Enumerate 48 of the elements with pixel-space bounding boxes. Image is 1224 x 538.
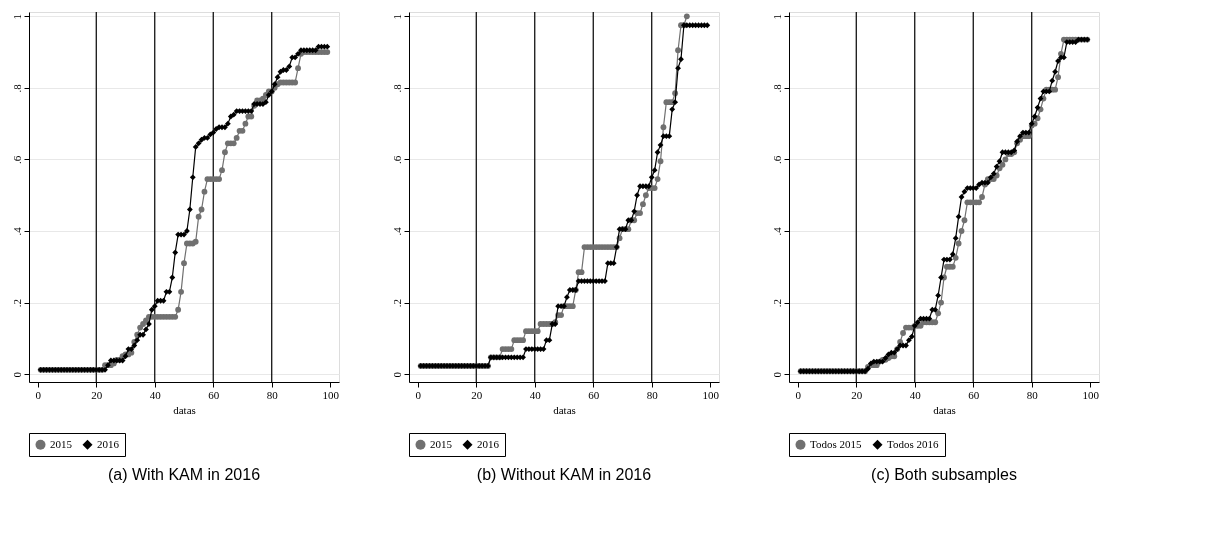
x-tick-label: 0 [35, 388, 42, 401]
x-tick-label: 100 [1082, 388, 1100, 401]
y-tick-label: .2 [390, 298, 403, 308]
x-tick-label: 60 [588, 388, 600, 401]
y-tick-label: .4 [10, 226, 23, 236]
legend-label: Todos 2015 [810, 437, 862, 450]
y-tick-label: .4 [390, 226, 403, 236]
text: (c) Both subsamples [871, 465, 1017, 483]
y-tick-label: .4 [770, 226, 783, 236]
y-tick-label: 1 [770, 14, 783, 20]
legend-label: 2015 [50, 437, 73, 450]
legend-label: Todos 2016 [887, 437, 939, 450]
x-tick-label: 100 [702, 388, 720, 401]
x-tick-label: 80 [646, 388, 659, 401]
x-tick-label: 0 [795, 388, 802, 401]
x-tick-label: 20 [851, 388, 863, 401]
legend-label: 2016 [97, 437, 120, 450]
x-axis-title: datas [933, 403, 956, 416]
y-tick-label: 0 [770, 371, 783, 378]
x-tick-label: 40 [149, 388, 162, 401]
x-tick-label: 60 [968, 388, 980, 401]
y-tick-label: 1 [390, 14, 403, 20]
x-tick-label: 40 [529, 388, 542, 401]
x-axis-title: datas [173, 403, 196, 416]
x-tick-label: 100 [322, 388, 340, 401]
x-tick-label: 20 [91, 388, 103, 401]
y-tick-label: .8 [770, 83, 783, 93]
y-tick-label: 0 [10, 371, 23, 378]
x-tick-label: 40 [909, 388, 922, 401]
y-tick-label: .2 [770, 298, 783, 308]
x-tick-label: 80 [1026, 388, 1039, 401]
x-tick-label: 80 [266, 388, 279, 401]
y-tick-label: .6 [10, 155, 23, 165]
y-tick-label: .6 [770, 155, 783, 165]
y-tick-label: .8 [10, 83, 23, 93]
text: (b) Without KAM in 2016 [476, 465, 652, 483]
legend-label: 2015 [430, 437, 453, 450]
legend-label: 2016 [477, 437, 500, 450]
x-tick-label: 60 [208, 388, 220, 401]
text: (a) With KAM in 2016 [107, 465, 261, 483]
y-tick-label: 1 [10, 14, 23, 20]
x-tick-label: 0 [415, 388, 422, 401]
x-tick-label: 20 [471, 388, 483, 401]
x-axis-title: datas [553, 403, 576, 416]
y-tick-label: 0 [390, 371, 403, 378]
y-tick-label: .6 [390, 155, 403, 165]
y-tick-label: .2 [10, 298, 23, 308]
y-tick-label: .8 [390, 83, 403, 93]
